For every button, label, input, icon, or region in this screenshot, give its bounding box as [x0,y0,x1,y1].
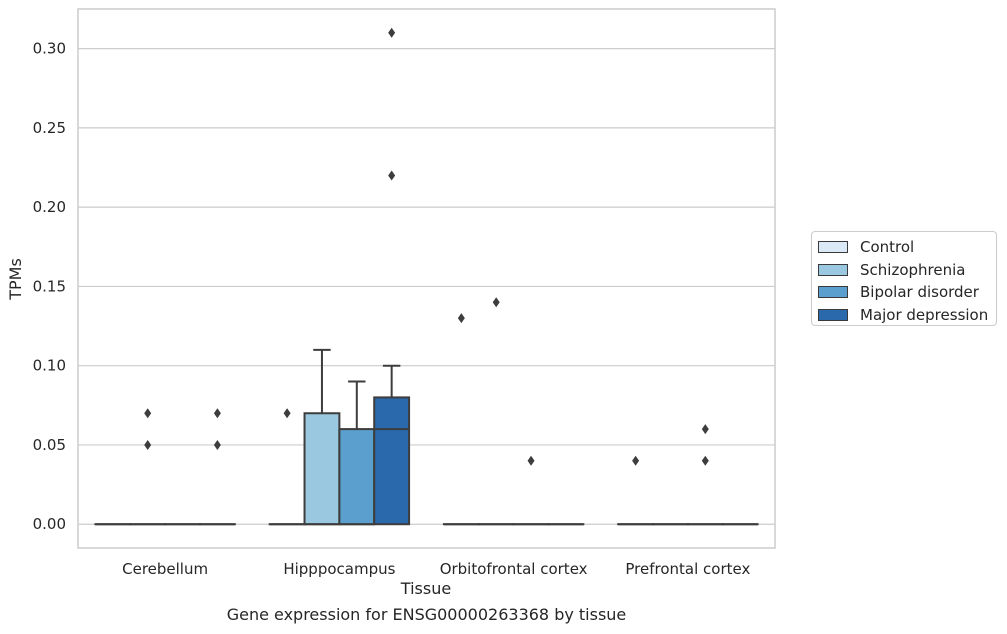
box-body [303,412,341,526]
x-tick-label: Orbitofrontal cortex [440,560,588,578]
y-tick-label: 0.25 [33,119,66,137]
y-tick-label: 0.00 [33,515,66,533]
outlier-point [388,27,396,38]
box-schizophrenia [477,297,515,526]
legend-label: Control [860,238,915,257]
outlier-point [213,408,221,419]
y-tick-label: 0.20 [33,198,66,216]
outlier-point [632,455,640,466]
legend-label: Major depression [860,305,989,324]
legend-swatch [818,308,848,321]
y-tick-label: 0.15 [33,277,66,295]
legend-item: Major depression [818,304,996,327]
legend-swatch [818,241,848,254]
outlier-point [527,455,535,466]
outlier-point [144,408,152,419]
box-schizophrenia [303,348,341,526]
y-tick-label: 0.05 [33,436,66,454]
legend-item: Control [818,236,996,259]
box-control [442,313,480,526]
legend: Control Schizophrenia Bipolar disorder Majo… [811,231,997,326]
x-tick-label: Prefrontal cortex [625,560,750,578]
legend-label: Bipolar disorder [860,283,979,302]
outlier-point [457,313,465,324]
legend-swatch [818,263,848,276]
outlier-point [701,455,709,466]
box-schizophrenia [129,408,167,526]
legend-item: Schizophrenia [818,259,996,282]
legend-swatch [818,286,848,299]
outlier-point [701,424,709,435]
y-tick-label: 0.10 [33,357,66,375]
box-control [617,455,655,526]
y-axis-title: TPMs [6,258,25,301]
box-bipolar-disorder [512,455,550,526]
chart-caption: Gene expression for ENSG00000263368 by t… [226,605,627,624]
plot-frame [77,8,776,549]
outlier-point [492,297,500,308]
legend-item: Bipolar disorder [818,281,996,304]
box-body [338,428,376,526]
box-bipolar-disorder [338,380,376,526]
box-control [268,408,306,526]
x-tick-label: Hipppocampus [283,560,395,578]
outlier-point [144,439,152,450]
outlier-point [388,170,396,181]
y-tick-label: 0.30 [33,40,66,58]
box-major-depression [373,27,411,526]
x-axis-title: Tissue [400,579,451,598]
outlier-point [283,408,291,419]
legend-label: Schizophrenia [860,260,966,279]
box-major-depression [198,408,236,526]
x-tick-label: Cerebellum [122,560,208,578]
outlier-point [213,439,221,450]
box-body [373,396,411,526]
box-bipolar-disorder [686,424,724,526]
